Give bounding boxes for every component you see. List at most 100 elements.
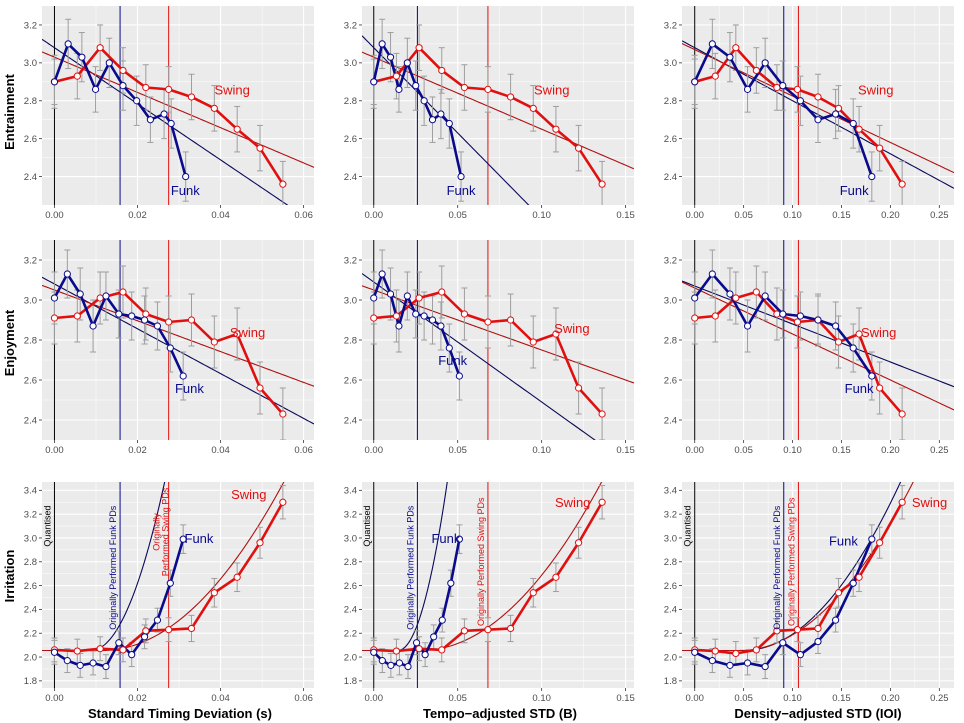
- plot-area: [42, 6, 314, 205]
- data-point-swing: [256, 539, 264, 547]
- plot-area: [682, 6, 954, 205]
- y-tick-label: 2.2: [344, 629, 357, 640]
- series-label-swing: Swing: [861, 325, 896, 340]
- fit-line: [42, 284, 314, 387]
- y-tick-label: 2.6: [24, 134, 37, 145]
- data-point-swing: [793, 85, 802, 93]
- x-tick-label: 0.20: [881, 693, 900, 704]
- data-point-funk: [832, 322, 840, 330]
- plot-area: [362, 6, 634, 205]
- x-tick-label: 0.04: [211, 445, 230, 456]
- series-label-funk: Funk: [840, 183, 869, 198]
- data-point-swing: [552, 330, 560, 338]
- x-tick-label: 0.05: [448, 693, 467, 704]
- plot-area: [42, 482, 287, 688]
- y-tick-label: 2.8: [664, 557, 677, 568]
- data-point-swing: [438, 646, 446, 654]
- data-point-funk: [76, 661, 84, 669]
- y-tick-label: 2.4: [344, 605, 357, 616]
- data-point-swing: [392, 312, 401, 320]
- gridlines: [42, 6, 314, 205]
- x-tick-label: 0.00: [685, 445, 704, 456]
- data-point-funk: [179, 372, 187, 380]
- data-point-funk: [182, 172, 190, 181]
- data-point-swing: [898, 410, 906, 418]
- series-label-swing: Swing: [534, 82, 569, 97]
- data-point-swing: [574, 384, 583, 392]
- y-title-row0: Entrainment: [2, 73, 17, 150]
- data-point-funk: [63, 657, 71, 665]
- y-tick-label: 3.2: [344, 20, 357, 31]
- data-point-swing: [256, 144, 264, 152]
- data-point-swing: [415, 44, 423, 52]
- data-point-swing: [392, 72, 401, 80]
- data-point-funk: [378, 657, 386, 665]
- data-point-swing: [415, 645, 423, 653]
- data-point-swing: [233, 125, 241, 133]
- data-point-swing: [793, 626, 802, 634]
- data-point-swing: [732, 294, 740, 302]
- data-point-swing: [142, 627, 150, 635]
- y-tick-label: 2.8: [664, 96, 677, 107]
- data-point-swing: [187, 624, 196, 633]
- series-label-swing: Swing: [214, 82, 249, 97]
- y-title-row1: Enjoyment: [2, 309, 17, 376]
- data-point-swing: [187, 93, 196, 101]
- data-point-funk: [89, 322, 97, 330]
- data-point-swing: [50, 314, 59, 322]
- data-point-funk: [428, 316, 437, 324]
- data-point-funk: [437, 110, 445, 118]
- data-point-funk: [89, 659, 97, 667]
- data-point-funk: [50, 648, 59, 656]
- panels-layer: 0.00 0.02 0.04 0.06 2.4 2.6 2.8 3.0 3.2 Funk Swing…: [24, 6, 954, 704]
- data-point-funk: [370, 78, 378, 86]
- data-point-swing: [506, 316, 515, 324]
- series-label-swing: Swing: [230, 325, 265, 340]
- data-point-funk: [455, 372, 463, 380]
- y-tick-label: 3.2: [344, 255, 357, 266]
- x-tick-label: 0.15: [832, 445, 851, 456]
- axis-titles-layer: Standard Timing Deviation (s) Tempo−adju…: [2, 73, 902, 721]
- data-point-funk: [849, 344, 857, 352]
- data-point-swing: [855, 330, 863, 338]
- y-tick-label: 2.4: [24, 172, 37, 183]
- x-tick-label: 0.25: [930, 693, 949, 704]
- panel-background: [362, 6, 634, 205]
- data-point-swing: [370, 314, 378, 322]
- x-tick-label: 0.06: [294, 445, 313, 456]
- data-point-swing: [233, 573, 241, 581]
- y-tick-label: 2.4: [344, 415, 357, 426]
- data-point-swing: [142, 310, 150, 318]
- data-point-funk: [437, 322, 445, 330]
- plot-area: [362, 482, 606, 688]
- data-point-funk: [691, 294, 699, 302]
- data-point-funk: [160, 110, 168, 118]
- data-point-swing: [438, 66, 446, 75]
- data-point-swing: [598, 180, 606, 188]
- data-point-swing: [552, 125, 560, 133]
- data-point-funk: [428, 116, 437, 124]
- data-point-funk: [868, 172, 876, 181]
- x-tick-label: 0.00: [45, 693, 64, 704]
- y-tick-label: 3.2: [24, 509, 37, 520]
- data-point-funk: [166, 344, 174, 352]
- x-tick-label: 0.20: [881, 445, 900, 456]
- x-tick-label: 0.10: [783, 445, 802, 456]
- data-point-swing: [484, 626, 492, 634]
- plot-area: [42, 240, 314, 440]
- x-tick-label: 0.15: [616, 210, 635, 221]
- data-point-swing: [834, 589, 843, 597]
- data-point-funk: [421, 651, 429, 659]
- y-tick-label: 2.6: [664, 581, 677, 592]
- data-point-swing: [165, 626, 173, 634]
- data-point-funk: [761, 292, 769, 300]
- y-tick-label: 3.4: [344, 486, 357, 497]
- data-point-swing: [73, 72, 81, 80]
- y-tick-label: 3.2: [24, 20, 37, 31]
- series-label-funk: Funk: [845, 381, 874, 396]
- y-tick-label: 2.0: [664, 652, 677, 663]
- panel-r1-c2: 0.00 0.05 0.10 0.15 0.20 0.25 2.4 2.6 2.8 3.0 3.2 F…: [664, 240, 954, 456]
- data-point-funk: [438, 616, 446, 624]
- y-tick-label: 3.2: [664, 509, 677, 520]
